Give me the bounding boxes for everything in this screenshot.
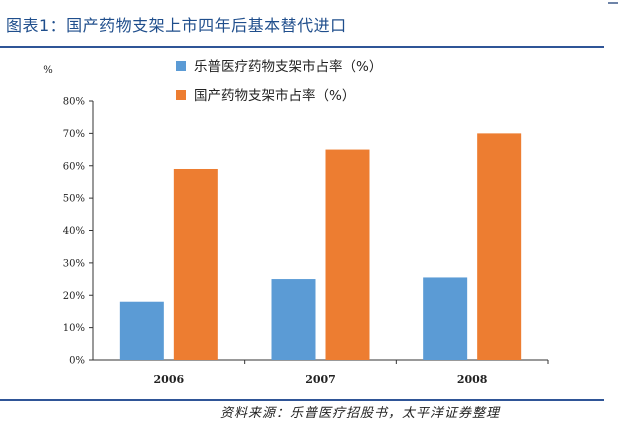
chart-title: 图表1：国产药物支架上市四年后基本替代进口 [6, 16, 347, 35]
y-tick-label: 40% [63, 226, 85, 237]
bar-lepu [271, 279, 316, 360]
title-bar: 图表1：国产药物支架上市四年后基本替代进口 [0, 0, 604, 48]
legend-label: 国产药物支架市占率（%） [194, 87, 355, 104]
bar-lepu [423, 277, 468, 360]
x-tick-label: 2008 [457, 373, 488, 386]
x-tick-label: 2007 [305, 373, 336, 386]
y-tick-label: 0% [69, 356, 85, 367]
y-tick-label: 50% [63, 194, 85, 205]
side-rule [608, 2, 618, 4]
bar-lepu [119, 301, 164, 360]
y-tick-label: 10% [63, 323, 85, 334]
bar-domestic [477, 133, 522, 360]
bar-domestic [325, 149, 370, 360]
y-tick-label: 20% [63, 291, 85, 302]
source-note: 资料来源：乐普医疗招股书，太平洋证券整理 [220, 406, 501, 421]
legend-label: 乐普医疗药物支架市占率（%） [194, 58, 382, 75]
bar-domestic [173, 168, 218, 360]
y-tick-label: 70% [63, 129, 85, 140]
y-tick-label: 80% [63, 97, 85, 108]
legend-swatch [176, 90, 186, 100]
y-tick-label: 30% [63, 258, 85, 269]
y-axis-label: % [43, 65, 53, 76]
footer-rule [0, 399, 604, 401]
y-tick-label: 60% [63, 161, 85, 172]
x-tick-label: 2006 [154, 373, 185, 386]
legend-swatch [176, 61, 186, 71]
